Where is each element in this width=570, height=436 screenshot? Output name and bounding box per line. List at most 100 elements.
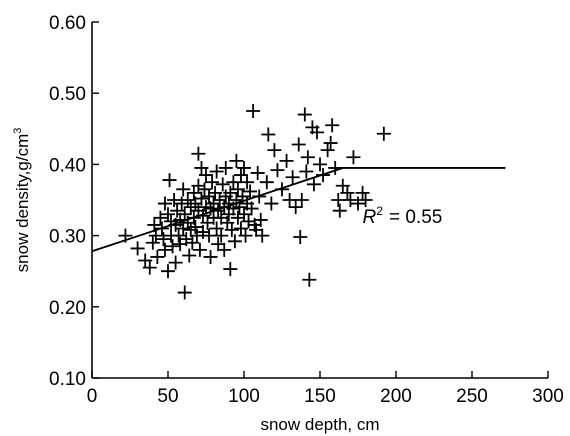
data-point bbox=[202, 189, 217, 204]
data-point bbox=[323, 136, 338, 151]
data-point bbox=[189, 228, 204, 243]
data-point bbox=[288, 200, 303, 215]
data-point bbox=[224, 222, 239, 237]
y-tick-label: 0.40 bbox=[49, 155, 86, 176]
y-tick-label: 0.10 bbox=[49, 369, 86, 390]
data-point bbox=[194, 191, 209, 206]
data-point bbox=[241, 214, 256, 229]
r-label: R bbox=[363, 207, 377, 228]
data-point bbox=[358, 193, 373, 207]
r-value: = 0.55 bbox=[389, 207, 442, 228]
data-point bbox=[233, 221, 248, 236]
data-point bbox=[293, 230, 308, 245]
data-point bbox=[191, 146, 206, 161]
data-point bbox=[230, 210, 245, 225]
data-point bbox=[209, 221, 224, 236]
data-point bbox=[237, 207, 251, 222]
x-tick-label: 50 bbox=[157, 386, 178, 407]
data-point bbox=[217, 242, 232, 257]
data-point bbox=[161, 264, 175, 279]
data-point bbox=[261, 127, 276, 142]
r-superscript: 2 bbox=[376, 204, 383, 218]
data-point bbox=[161, 207, 175, 222]
data-point bbox=[203, 249, 218, 264]
data-point bbox=[227, 234, 242, 249]
y-axis-title-main: snow density,g/cm bbox=[13, 134, 32, 273]
data-point bbox=[153, 210, 168, 225]
data-point bbox=[346, 150, 361, 165]
data-point bbox=[170, 203, 185, 218]
y-tick-label: 0.20 bbox=[49, 298, 86, 319]
data-point bbox=[182, 248, 197, 263]
y-axis-title: snow density,g/cm3 bbox=[12, 128, 32, 273]
data-point bbox=[237, 160, 251, 175]
data-point bbox=[230, 182, 245, 197]
data-point bbox=[208, 185, 223, 200]
data-point bbox=[226, 175, 241, 190]
data-point bbox=[302, 272, 317, 287]
data-point bbox=[192, 242, 207, 257]
data-point bbox=[202, 228, 217, 243]
data-point bbox=[145, 235, 160, 250]
x-ticks: 0 50 100 150 200 250 300 bbox=[87, 371, 564, 407]
data-point bbox=[238, 228, 253, 243]
data-point bbox=[186, 185, 201, 200]
data-point bbox=[300, 150, 315, 165]
data-point bbox=[229, 193, 244, 207]
data-point bbox=[376, 126, 391, 141]
data-point bbox=[309, 125, 324, 140]
x-tick-label: 0 bbox=[87, 386, 98, 407]
data-point bbox=[343, 193, 358, 207]
data-point bbox=[157, 242, 172, 257]
data-point bbox=[168, 255, 183, 270]
data-point bbox=[167, 193, 182, 207]
data-point bbox=[197, 182, 212, 197]
data-point bbox=[214, 228, 229, 243]
x-tick-label: 100 bbox=[228, 386, 260, 407]
data-point bbox=[195, 225, 210, 240]
data-point bbox=[320, 143, 335, 158]
data-point bbox=[165, 239, 180, 254]
data-point bbox=[285, 170, 300, 185]
data-point bbox=[185, 235, 200, 250]
x-tick-label: 300 bbox=[532, 386, 564, 407]
data-point bbox=[194, 160, 209, 175]
y-axis-title-sup: 3 bbox=[12, 128, 24, 134]
data-point bbox=[176, 182, 191, 197]
data-point bbox=[243, 184, 258, 199]
data-point bbox=[282, 193, 297, 207]
x-axis-title: snow depth, cm bbox=[260, 415, 379, 434]
data-point bbox=[332, 203, 347, 218]
data-point bbox=[299, 164, 314, 179]
data-point bbox=[246, 104, 261, 118]
data-point bbox=[174, 196, 189, 211]
data-point bbox=[244, 201, 259, 216]
data-point bbox=[215, 177, 230, 192]
y-tick-label: 0.50 bbox=[49, 84, 86, 105]
data-point bbox=[270, 163, 285, 178]
data-point bbox=[156, 232, 171, 247]
data-point bbox=[313, 157, 327, 172]
data-point bbox=[177, 285, 192, 300]
data-point bbox=[250, 165, 265, 180]
data-point bbox=[223, 185, 238, 200]
data-point bbox=[294, 193, 309, 207]
data-point bbox=[253, 212, 268, 227]
data-point bbox=[240, 175, 255, 190]
data-point bbox=[220, 215, 235, 230]
data-point bbox=[211, 237, 226, 252]
data-point bbox=[147, 217, 162, 232]
data-point bbox=[180, 193, 195, 207]
data-point bbox=[331, 193, 346, 207]
data-point bbox=[233, 168, 248, 183]
data-point bbox=[206, 196, 221, 211]
data-point bbox=[212, 193, 227, 207]
data-point bbox=[229, 153, 244, 168]
data-point bbox=[199, 168, 213, 183]
data-point bbox=[138, 253, 153, 268]
x-tick-label: 250 bbox=[456, 386, 488, 407]
data-points bbox=[118, 104, 391, 300]
plot-frame bbox=[91, 22, 548, 379]
data-point bbox=[249, 222, 264, 237]
data-point bbox=[267, 143, 282, 158]
